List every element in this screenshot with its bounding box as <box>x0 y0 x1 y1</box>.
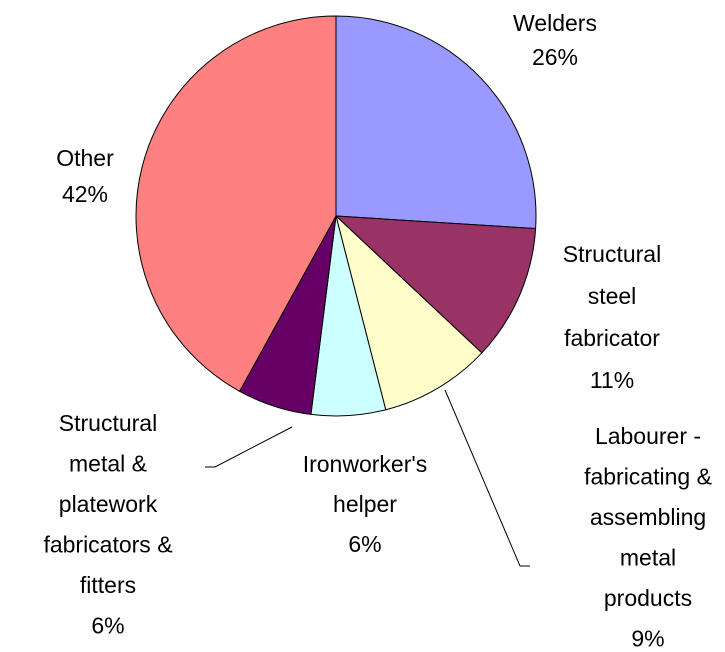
label-line: assembling <box>590 504 706 530</box>
label-line: Structural <box>59 410 157 436</box>
pie-slice <box>334 215 537 354</box>
label-line: metal & <box>69 451 147 477</box>
label-line: Other <box>56 145 114 171</box>
value-label: 6% <box>348 531 381 557</box>
label-line: Structural <box>563 241 661 267</box>
value-label: 11% <box>590 367 634 393</box>
slice-label: Other <box>56 145 114 171</box>
slice-label: Ironworker's helper <box>303 451 428 517</box>
label-line: Ironworker's <box>303 451 428 477</box>
label-line: helper <box>333 491 397 517</box>
leader-line <box>444 389 530 567</box>
slice-label: Structural metal & platework fabricators & f… <box>43 410 172 598</box>
pie-slice <box>335 214 483 411</box>
pie-slice <box>335 15 537 230</box>
label-line: steel <box>588 283 637 309</box>
label-line: fitters <box>80 572 136 598</box>
label-line: metal <box>620 545 676 571</box>
label-line: fabricators & <box>43 532 172 558</box>
slice-label: Structural steel fabricator <box>563 241 661 351</box>
pie-slice <box>135 15 337 392</box>
label-line: platework <box>59 491 158 517</box>
label-line: Labourer - <box>595 423 701 449</box>
value-label: 42% <box>62 181 108 207</box>
value-label: 6% <box>91 613 124 639</box>
label-line: fabricating & <box>584 464 712 490</box>
slice-label: Welders <box>513 10 597 36</box>
slice-label: Labourer - fabricating & assembling metal pr… <box>584 423 712 611</box>
leader-line <box>205 426 293 468</box>
value-label: 26% <box>532 44 578 70</box>
label-line: Welders <box>513 10 597 36</box>
label-line: products <box>604 585 692 611</box>
label-line: fabricator <box>564 325 660 351</box>
value-label: 9% <box>631 626 664 652</box>
